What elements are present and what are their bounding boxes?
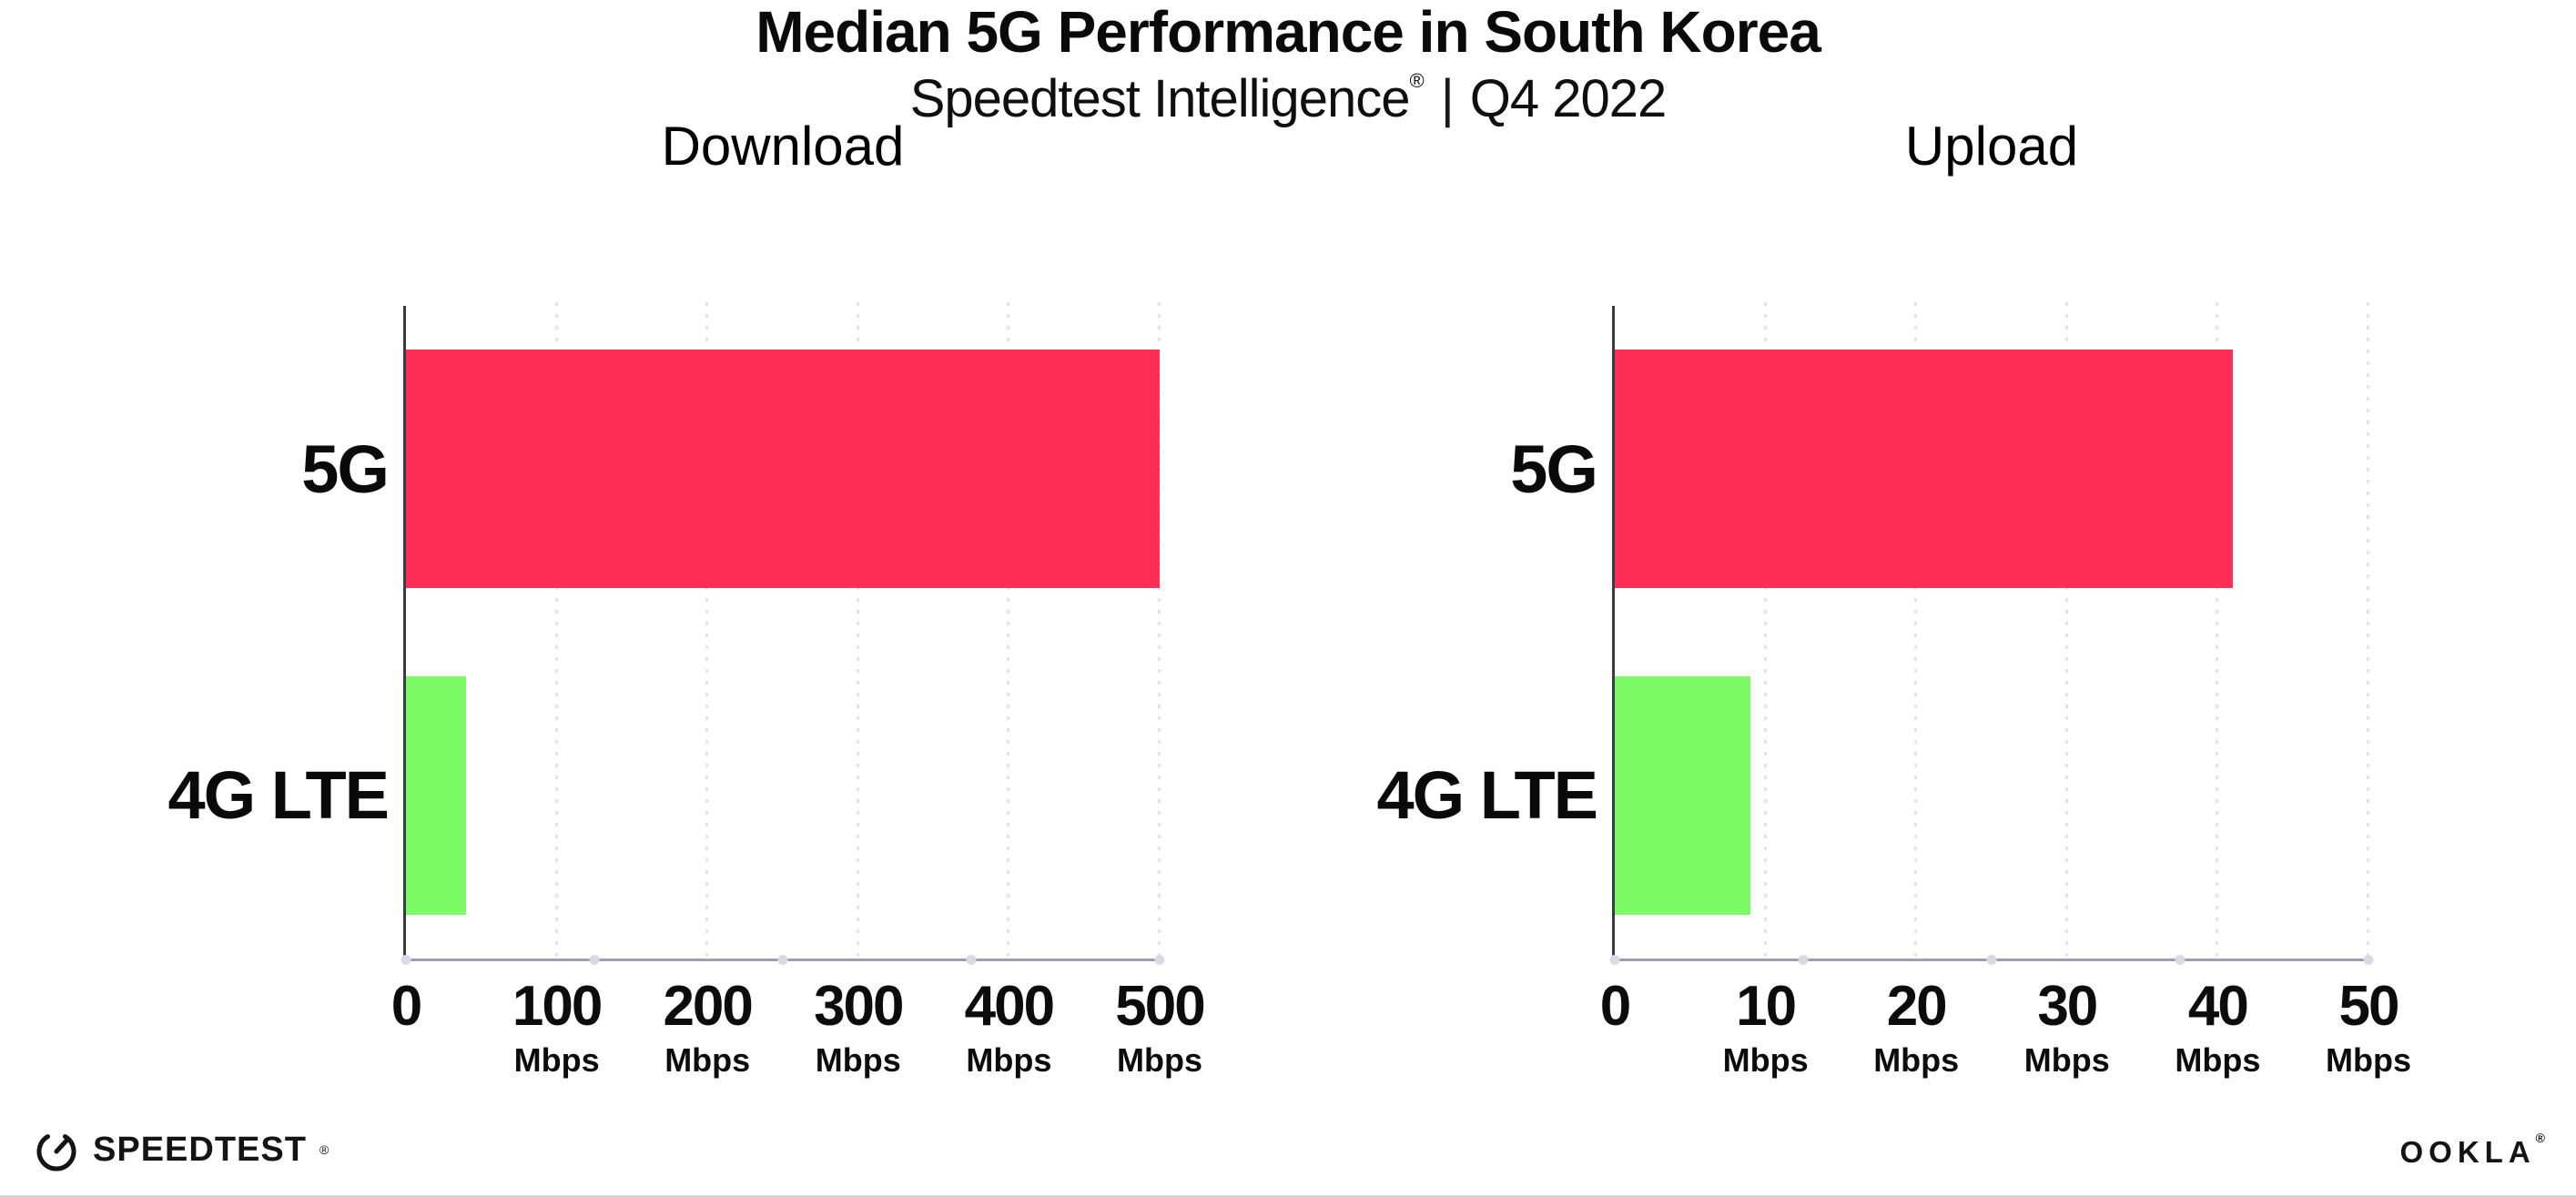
axis-tick-dot bbox=[1154, 955, 1165, 965]
axis-tick-dot bbox=[2175, 955, 2186, 965]
page-title: Median 5G Performance in South Korea bbox=[756, 0, 1821, 65]
axis-tick-dot bbox=[589, 955, 600, 965]
axis-tick-dot bbox=[1798, 955, 1809, 965]
gridline bbox=[2064, 302, 2068, 959]
ookla-registered-icon: ® bbox=[2535, 1131, 2545, 1145]
tick-value: 500 bbox=[1115, 975, 1205, 1038]
speedtest-registered-icon: ® bbox=[319, 1142, 330, 1157]
category-label: 4G LTE bbox=[167, 757, 390, 834]
tick-value: 20 bbox=[1886, 975, 1948, 1038]
axis-tick-dot bbox=[1609, 955, 1620, 965]
tick-value: 50 bbox=[2338, 975, 2400, 1038]
download-chart: Download 0 100 Mbps 200 Mbps 300 Mbps 400 Mbps 500… bbox=[167, 118, 1205, 1077]
bar-5g bbox=[1615, 350, 2233, 589]
gridline bbox=[856, 302, 859, 959]
bar-row bbox=[406, 306, 1160, 633]
page-subtitle: Speedtest Intelligence® | Q4 2022 bbox=[0, 51, 2576, 129]
bar-4g-lte bbox=[1615, 675, 1751, 915]
gridline bbox=[2216, 302, 2219, 959]
bar-row bbox=[406, 633, 1160, 959]
registered-trademark-icon: ® bbox=[1409, 69, 1425, 92]
tick-value: 30 bbox=[2037, 975, 2098, 1038]
category-label: 5G bbox=[1510, 431, 1598, 507]
axis-tick-label: 0 bbox=[1496, 979, 1733, 1035]
axis-tick-label: 200 Mbps bbox=[589, 979, 826, 1077]
tick-unit: Mbps bbox=[2326, 1041, 2411, 1079]
tick-unit: Mbps bbox=[513, 1041, 600, 1079]
tick-value: 0 bbox=[1599, 975, 1631, 1038]
subtitle-separator: | bbox=[1440, 69, 1455, 128]
tick-unit: Mbps bbox=[1722, 1041, 1809, 1079]
gridline bbox=[1007, 302, 1010, 959]
gridline bbox=[705, 302, 709, 959]
speedtest-gauge-icon bbox=[36, 1134, 76, 1172]
tick-unit: Mbps bbox=[664, 1041, 751, 1079]
gridline bbox=[554, 302, 558, 959]
axis-tick-dot bbox=[401, 955, 411, 965]
speedtest-wordmark: SPEEDTEST bbox=[93, 1130, 307, 1169]
tick-value: 40 bbox=[2187, 975, 2249, 1038]
tick-value: 0 bbox=[390, 975, 422, 1038]
axis-tick-label: 400 Mbps bbox=[890, 979, 1127, 1077]
axis-tick-label: 30 Mbps bbox=[1949, 979, 2186, 1077]
tick-value: 100 bbox=[512, 975, 603, 1038]
tick-unit: Mbps bbox=[2023, 1041, 2110, 1079]
axis-tick-dot bbox=[966, 955, 977, 965]
axis-tick-label: 40 Mbps bbox=[2099, 979, 2336, 1077]
speedtest-logo: SPEEDTEST ® bbox=[33, 1126, 329, 1173]
bottom-border bbox=[0, 1195, 2576, 1197]
axis-tick-label: 0 bbox=[288, 979, 524, 1035]
tick-value: 200 bbox=[663, 975, 753, 1038]
bar-row bbox=[1615, 633, 2368, 959]
bar-5g bbox=[406, 350, 1160, 589]
bar-4g-lte bbox=[406, 675, 467, 915]
axis-tick-label: 300 Mbps bbox=[740, 979, 977, 1077]
subtitle-period: Q4 2022 bbox=[1469, 69, 1668, 128]
tick-value: 300 bbox=[814, 975, 904, 1038]
axis-tick-dot bbox=[777, 955, 788, 965]
tick-unit: Mbps bbox=[966, 1041, 1052, 1079]
ookla-wordmark: OOKLA bbox=[2399, 1135, 2536, 1169]
category-label: 5G bbox=[301, 431, 390, 507]
axis-tick-label: 50 Mbps bbox=[2250, 979, 2487, 1077]
tick-value: 400 bbox=[964, 975, 1055, 1038]
subplot-title: Download bbox=[661, 116, 905, 177]
tick-unit: Mbps bbox=[2175, 1041, 2261, 1079]
axis-tick-label: 10 Mbps bbox=[1648, 979, 1884, 1077]
gridline bbox=[1158, 302, 1161, 959]
ookla-logo: OOKLA® bbox=[2400, 1131, 2546, 1170]
axis-tick-dot bbox=[1986, 955, 1997, 965]
gridline bbox=[1763, 302, 1767, 959]
gridline bbox=[1914, 302, 1918, 959]
category-label: 4G LTE bbox=[1376, 757, 1598, 834]
axis-tick-label: 20 Mbps bbox=[1798, 979, 2034, 1077]
axis-tick-label: 100 Mbps bbox=[439, 979, 675, 1077]
axis-tick-label: 500 Mbps bbox=[1041, 979, 1278, 1077]
tick-value: 10 bbox=[1736, 975, 1797, 1038]
tick-unit: Mbps bbox=[815, 1041, 901, 1079]
tick-unit: Mbps bbox=[1117, 1041, 1202, 1079]
subplot-title: Upload bbox=[1904, 116, 2079, 177]
upload-chart: Upload 0 10 Mbps 20 Mbps 30 Mbps 40 Mbps 50 Mbps 5G 4… bbox=[1376, 118, 2411, 1077]
bar-row bbox=[1615, 306, 2368, 633]
tick-unit: Mbps bbox=[1873, 1041, 1960, 1079]
gridline bbox=[2367, 302, 2369, 959]
axis-tick-dot bbox=[2363, 955, 2374, 965]
subtitle-brand: Speedtest Intelligence bbox=[909, 69, 1411, 128]
